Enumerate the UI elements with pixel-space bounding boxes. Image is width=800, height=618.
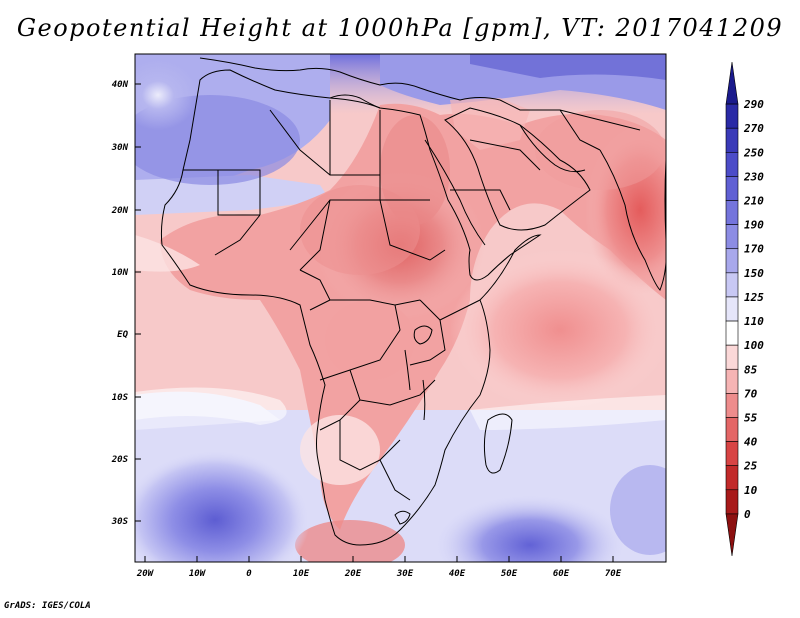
lon-label: 70E: [605, 569, 622, 579]
lat-label: 30N: [111, 143, 129, 153]
colorbar-label: 10: [744, 484, 758, 497]
coastlines: [160, 57, 666, 546]
colorbar-swatch: [725, 272, 739, 298]
lat-label: 30S: [111, 517, 129, 527]
colorbar-swatch: [725, 176, 739, 201]
colorbar-label: 125: [744, 291, 764, 304]
lat-label: 20S: [111, 455, 129, 465]
colorbar-swatch: [725, 320, 739, 346]
colorbar-label: 270: [743, 122, 764, 135]
lon-label: 50E: [501, 569, 518, 579]
lon-label: 20W: [136, 569, 155, 579]
colorbar-label: 150: [744, 267, 764, 280]
colorbar-label: 100: [744, 339, 764, 352]
colorbar-swatch: [725, 465, 739, 491]
longitude-axis: 20W 10W 0 10E 20E 30E 40E 50E 60E 70E: [136, 556, 622, 579]
colorbar: 2902702502302101901701501251101008570554…: [725, 61, 764, 557]
colorbar-label: 250: [743, 146, 764, 159]
colorbar-label: 290: [743, 98, 764, 111]
colorbar-label: 55: [744, 411, 758, 424]
colorbar-swatch: [725, 417, 739, 442]
colorbar-label: 110: [744, 315, 764, 328]
map-frame: [134, 53, 667, 563]
lat-label: EQ: [117, 330, 128, 340]
colorbar-label: 40: [744, 436, 758, 449]
lon-label: 20E: [344, 569, 362, 579]
height-field: [135, 54, 666, 562]
colorbar-swatch: [725, 224, 739, 250]
lat-label: 10S: [112, 393, 129, 403]
colorbar-label: 210: [743, 195, 764, 208]
colorbar-label: 70: [744, 387, 758, 400]
lon-label: 10W: [189, 569, 207, 579]
colorbar-swatch: [725, 296, 739, 322]
colorbar-swatch: [725, 393, 739, 418]
colorbar-swatch: [725, 103, 739, 129]
colorbar-swatch: [725, 489, 739, 515]
lon-label: 60E: [553, 569, 570, 579]
latitude-axis: 40N 30N 20N 10N EQ 10S 20S 30S: [111, 80, 141, 527]
colorbar-swatch: [725, 441, 739, 466]
lon-label: 0: [246, 569, 252, 579]
colorbar-swatch: [725, 127, 739, 153]
colorbar-label: 25: [743, 460, 758, 473]
lat-label: 40N: [112, 80, 129, 90]
chart-title: Geopotential Height at 1000hPa [gpm], VT…: [16, 14, 784, 42]
lon-label: 10E: [293, 569, 310, 579]
lon-label: 40E: [449, 569, 466, 579]
lat-label: 10N: [112, 268, 129, 278]
colorbar-swatch: [725, 368, 739, 394]
colorbar-label: 170: [744, 243, 764, 256]
colorbar-swatch: [725, 200, 739, 225]
colorbar-label: 0: [744, 508, 751, 521]
colorbar-label: 85: [744, 363, 758, 376]
colorbar-label: 230: [743, 170, 764, 183]
lon-label: 30E: [396, 569, 414, 579]
colorbar-label: 190: [744, 219, 764, 232]
colorbar-swatch: [725, 248, 739, 274]
colorbar-swatch: [725, 61, 739, 105]
colorbar-swatch: [725, 513, 739, 557]
colorbar-swatch: [725, 344, 739, 370]
lat-label: 20N: [111, 206, 129, 216]
colorbar-swatch: [725, 152, 739, 177]
credit-text: GrADS: IGES/COLA: [4, 601, 91, 611]
